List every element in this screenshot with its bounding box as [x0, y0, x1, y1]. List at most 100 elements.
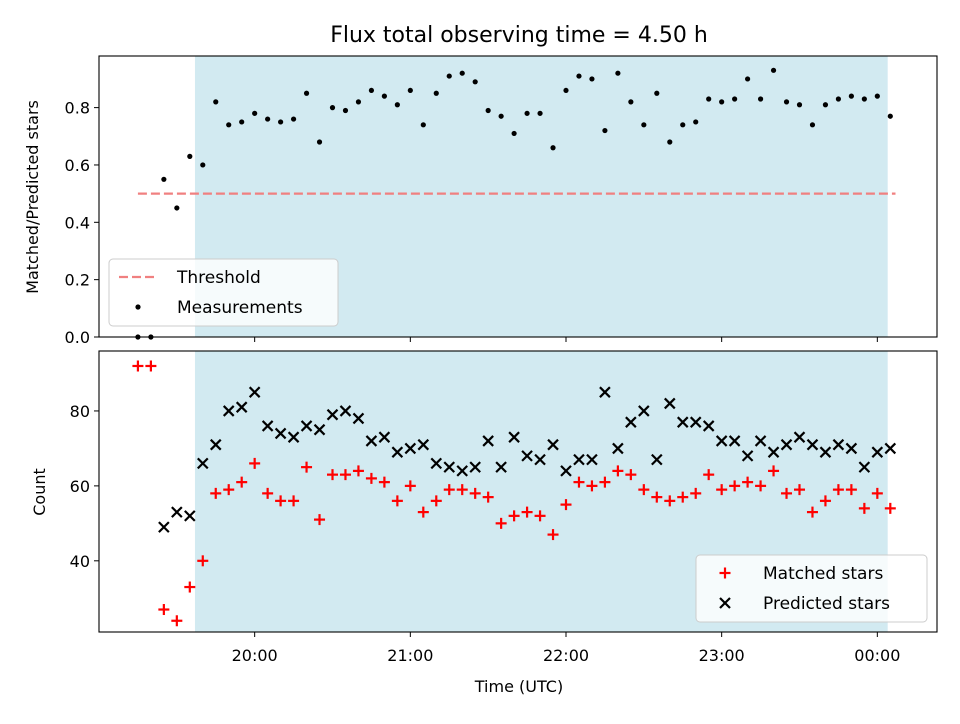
top-y-axis-label: Matched/Predicted stars — [23, 100, 42, 294]
bottom-point — [702, 420, 715, 432]
top-point — [783, 99, 790, 105]
top-point — [303, 90, 310, 96]
bottom-y-tick-label: 60 — [70, 477, 90, 496]
bottom-point — [508, 510, 520, 522]
bottom-point — [222, 405, 235, 417]
bottom-point — [249, 457, 261, 469]
bottom-point — [314, 514, 326, 526]
bottom-point — [301, 461, 313, 473]
chart-title: Flux total observing time = 4.50 h — [330, 23, 708, 48]
top-point — [200, 162, 206, 168]
bottom-legend-box — [695, 554, 928, 623]
bottom-point — [845, 484, 857, 496]
top-point — [290, 116, 297, 122]
bottom-point — [495, 461, 507, 473]
legend-threshold-label: Threshold — [176, 268, 261, 288]
top-plot-frame — [98, 55, 938, 338]
bottom-point — [729, 480, 741, 492]
top-point — [719, 99, 725, 105]
top-point — [732, 96, 738, 102]
bottom-point — [288, 495, 300, 507]
top-point — [550, 145, 556, 151]
top-point — [537, 110, 543, 116]
top-point — [654, 90, 660, 96]
top-point — [770, 67, 777, 73]
top-point — [667, 139, 673, 145]
bottom-point — [262, 487, 274, 499]
bottom-point — [184, 581, 196, 593]
bottom-point — [638, 405, 650, 417]
top-point — [887, 113, 893, 119]
top-point — [446, 73, 452, 79]
bottom-point — [521, 450, 533, 462]
bottom-point — [223, 484, 235, 496]
top-point — [226, 122, 232, 128]
bottom-point — [612, 442, 624, 455]
bottom-point — [235, 401, 248, 413]
bottom-point — [456, 484, 468, 496]
bottom-point — [858, 502, 870, 514]
x-tick-label: 21:00 — [387, 646, 433, 665]
bottom-point — [508, 431, 520, 443]
bottom-point — [858, 461, 871, 473]
bottom-point — [365, 472, 377, 484]
bottom-point — [391, 495, 403, 507]
bottom-point — [184, 510, 196, 522]
bottom-point — [560, 499, 572, 511]
bottom-point — [469, 461, 481, 473]
top-point — [472, 79, 478, 85]
bottom-point — [391, 446, 404, 458]
top-y-tick-label: 0.0 — [65, 328, 90, 347]
top-point — [796, 102, 803, 108]
top-y-tick-label: 0.6 — [65, 156, 90, 175]
top-point — [316, 139, 323, 145]
bottom-point — [326, 469, 338, 481]
bottom-plot-frame — [98, 350, 938, 633]
bottom-point — [676, 416, 689, 428]
top-point — [757, 96, 764, 102]
bottom-point — [326, 408, 339, 421]
bottom-point — [274, 427, 287, 440]
bottom-point — [806, 438, 819, 451]
bottom-point — [378, 476, 390, 488]
bottom-point — [417, 506, 429, 518]
bottom-point — [612, 465, 624, 477]
bottom-point — [625, 469, 637, 481]
bottom-point — [378, 431, 391, 443]
bottom-point — [586, 480, 598, 492]
bottom-point — [573, 476, 585, 488]
bottom-point — [443, 484, 455, 496]
top-point — [835, 96, 842, 102]
bottom-point — [819, 446, 832, 458]
bottom-point — [261, 420, 274, 432]
bottom-point — [689, 416, 702, 428]
bottom-point — [793, 484, 805, 496]
top-point — [511, 130, 517, 137]
bottom-point — [716, 484, 728, 496]
top-point — [174, 205, 180, 211]
top-point — [239, 119, 245, 125]
bottom-point — [768, 465, 780, 477]
bottom-point — [158, 604, 170, 616]
bottom-point — [365, 435, 378, 447]
bottom-point — [430, 457, 443, 470]
legend-predicted-label: Predicted stars — [763, 594, 890, 614]
top-point — [822, 102, 829, 108]
bottom-point — [300, 420, 313, 432]
top-legend-box — [108, 258, 339, 327]
bottom-point — [521, 506, 533, 518]
bottom-point — [171, 506, 183, 518]
bottom-point — [677, 491, 689, 503]
bottom-point — [560, 465, 572, 477]
top-point — [342, 107, 349, 114]
top-point — [524, 110, 530, 116]
bottom-point — [404, 442, 417, 455]
bottom-point — [651, 491, 663, 503]
top-point — [498, 113, 504, 119]
top-point — [459, 70, 465, 76]
bottom-point — [248, 386, 261, 398]
bottom-point — [767, 446, 780, 458]
bottom-point — [625, 416, 637, 428]
top-point — [394, 102, 400, 108]
